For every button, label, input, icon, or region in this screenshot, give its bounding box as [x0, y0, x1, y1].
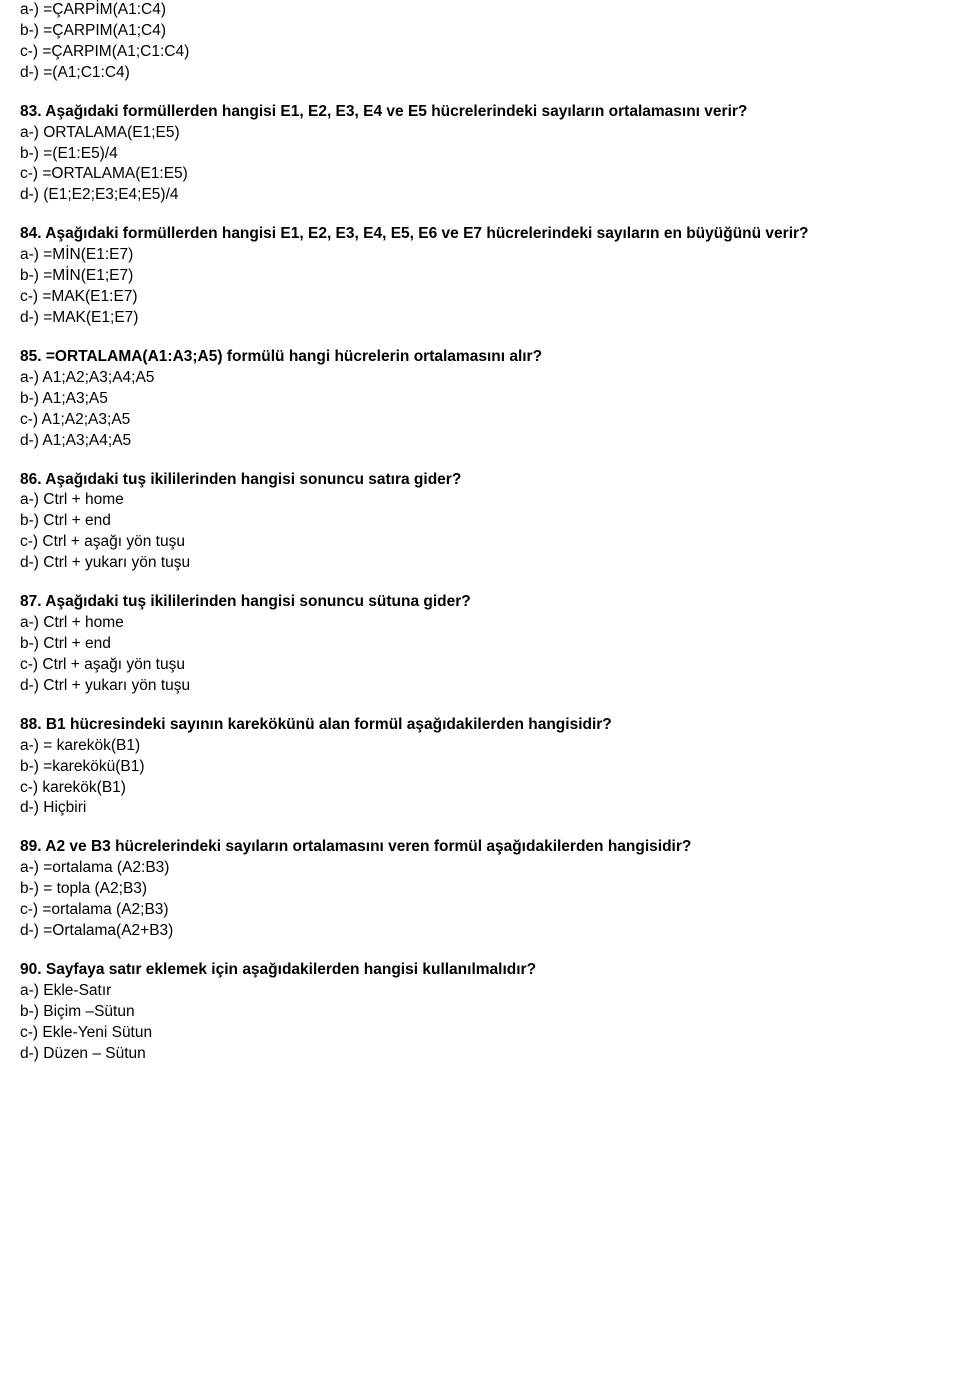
- answer-option: b-) Ctrl + end: [20, 511, 940, 532]
- answer-option: a-) =MİN(E1:E7): [20, 245, 940, 266]
- question-block: 90. Sayfaya satır eklemek için aşağıdaki…: [20, 960, 940, 1065]
- answer-option: c-) A1;A2;A3;A5: [20, 410, 940, 431]
- answer-option: a-) Ekle-Satır: [20, 981, 940, 1002]
- answer-option: d-) Ctrl + yukarı yön tuşu: [20, 676, 940, 697]
- answer-option: d-) A1;A3;A4;A5: [20, 431, 940, 452]
- answer-option: b-) = topla (A2;B3): [20, 879, 940, 900]
- answer-option: d-) Ctrl + yukarı yön tuşu: [20, 553, 940, 574]
- answer-option: a-) Ctrl + home: [20, 613, 940, 634]
- answer-option: c-) Ctrl + aşağı yön tuşu: [20, 532, 940, 553]
- question-block: a-) =ÇARPİM(A1:C4)b-) =ÇARPIM(A1;C4)c-) …: [20, 0, 940, 84]
- question-heading: 87. Aşağıdaki tuş ikililerinden hangisi …: [20, 592, 940, 613]
- question-heading: 86. Aşağıdaki tuş ikililerinden hangisi …: [20, 470, 940, 491]
- answer-option: c-) Ekle-Yeni Sütun: [20, 1023, 940, 1044]
- answer-option: c-) Ctrl + aşağı yön tuşu: [20, 655, 940, 676]
- answer-option: b-) =karekökü(B1): [20, 757, 940, 778]
- answer-option: a-) = karekök(B1): [20, 736, 940, 757]
- question-block: 86. Aşağıdaki tuş ikililerinden hangisi …: [20, 470, 940, 575]
- question-block: 85. =ORTALAMA(A1:A3;A5) formülü hangi hü…: [20, 347, 940, 452]
- answer-option: c-) =ÇARPIM(A1;C1:C4): [20, 42, 940, 63]
- question-block: 89. A2 ve B3 hücrelerindeki sayıların or…: [20, 837, 940, 942]
- question-heading: 88. B1 hücresindeki sayının karekökünü a…: [20, 715, 940, 736]
- answer-option: d-) Hiçbiri: [20, 798, 940, 819]
- answer-option: a-) ORTALAMA(E1;E5): [20, 123, 940, 144]
- answer-option: b-) Ctrl + end: [20, 634, 940, 655]
- question-heading: 89. A2 ve B3 hücrelerindeki sayıların or…: [20, 837, 940, 858]
- answer-option: b-) =(E1:E5)/4: [20, 144, 940, 165]
- question-heading: 83. Aşağıdaki formüllerden hangisi E1, E…: [20, 102, 940, 123]
- question-heading: 85. =ORTALAMA(A1:A3;A5) formülü hangi hü…: [20, 347, 940, 368]
- question-block: 87. Aşağıdaki tuş ikililerinden hangisi …: [20, 592, 940, 697]
- answer-option: b-) =MİN(E1;E7): [20, 266, 940, 287]
- question-heading: 84. Aşağıdaki formüllerden hangisi E1, E…: [20, 224, 940, 245]
- answer-option: b-) A1;A3;A5: [20, 389, 940, 410]
- answer-option: a-) =ortalama (A2:B3): [20, 858, 940, 879]
- question-heading: 90. Sayfaya satır eklemek için aşağıdaki…: [20, 960, 940, 981]
- answer-option: c-) karekök(B1): [20, 778, 940, 799]
- answer-option: c-) =ortalama (A2;B3): [20, 900, 940, 921]
- question-block: 83. Aşağıdaki formüllerden hangisi E1, E…: [20, 102, 940, 207]
- answer-option: b-) Biçim –Sütun: [20, 1002, 940, 1023]
- document-page: a-) =ÇARPİM(A1:C4)b-) =ÇARPIM(A1;C4)c-) …: [0, 0, 960, 1103]
- answer-option: d-) =(A1;C1:C4): [20, 63, 940, 84]
- answer-option: b-) =ÇARPIM(A1;C4): [20, 21, 940, 42]
- answer-option: d-) (E1;E2;E3;E4;E5)/4: [20, 185, 940, 206]
- answer-option: c-) =ORTALAMA(E1:E5): [20, 164, 940, 185]
- answer-option: d-) Düzen – Sütun: [20, 1044, 940, 1065]
- answer-option: d-) =MAK(E1;E7): [20, 308, 940, 329]
- answer-option: c-) =MAK(E1:E7): [20, 287, 940, 308]
- answer-option: a-) =ÇARPİM(A1:C4): [20, 0, 940, 21]
- answer-option: d-) =Ortalama(A2+B3): [20, 921, 940, 942]
- question-block: 88. B1 hücresindeki sayının karekökünü a…: [20, 715, 940, 820]
- answer-option: a-) A1;A2;A3;A4;A5: [20, 368, 940, 389]
- question-block: 84. Aşağıdaki formüllerden hangisi E1, E…: [20, 224, 940, 329]
- answer-option: a-) Ctrl + home: [20, 490, 940, 511]
